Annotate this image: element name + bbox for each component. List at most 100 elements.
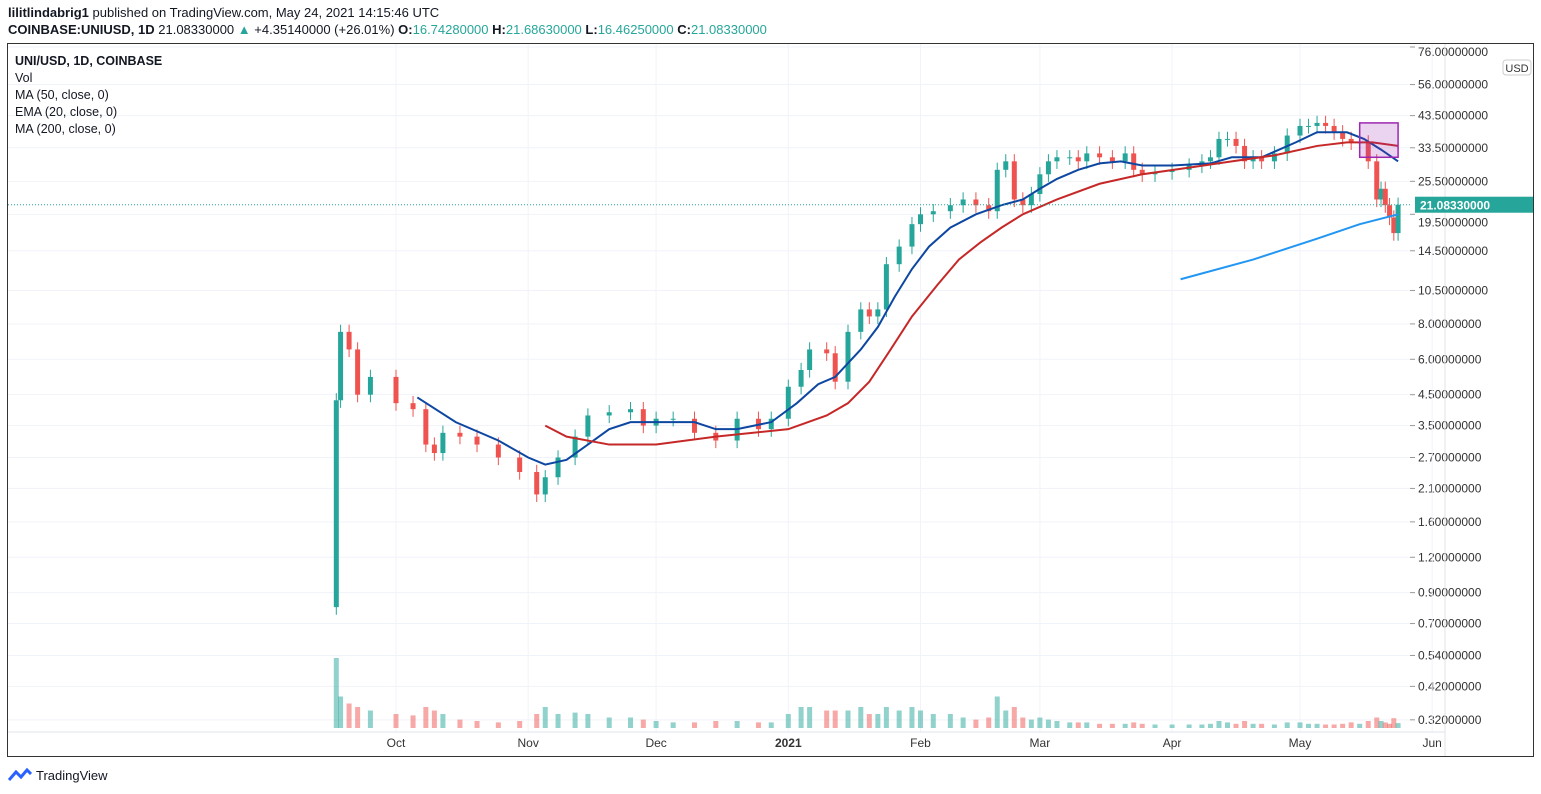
candle xyxy=(1084,153,1090,162)
volume-bar xyxy=(1139,723,1145,728)
candle xyxy=(1045,161,1051,175)
candle xyxy=(393,376,399,404)
x-tick-label: Mar xyxy=(1030,736,1051,750)
candle xyxy=(1365,142,1371,162)
tradingview-brand: TradingView xyxy=(36,767,108,783)
candle xyxy=(1075,157,1081,162)
volume-bar xyxy=(1003,710,1009,728)
volume-bar xyxy=(572,712,578,728)
volume-bar xyxy=(883,707,889,728)
line-ma-50-close-0- xyxy=(544,141,1399,446)
legend-title: UNI/USD, 1D, COINBASE xyxy=(15,54,163,68)
candle xyxy=(333,400,339,608)
volume-bar xyxy=(1067,722,1073,728)
y-tick-label: 4.50000000 xyxy=(1418,388,1482,402)
volume-bar xyxy=(798,707,804,728)
candle xyxy=(994,169,1000,212)
candle xyxy=(858,309,864,332)
last-price-badge xyxy=(1415,196,1533,213)
y-tick-label: 76.00000000 xyxy=(1418,45,1488,59)
candle xyxy=(1348,138,1354,143)
volume-bar xyxy=(555,714,561,728)
volume-bar xyxy=(1169,724,1175,728)
candle xyxy=(1028,194,1034,206)
publish-info: lilitlindabrig1 published on TradingView… xyxy=(8,5,439,20)
line-ma-200-close-0- xyxy=(1180,213,1399,281)
volume-bar xyxy=(960,717,966,728)
y-tick-label: 43.50000000 xyxy=(1418,109,1488,123)
published-text: published on TradingView.com, May 24, 20… xyxy=(92,5,440,20)
candle xyxy=(866,309,872,317)
volume-bar xyxy=(1271,724,1277,728)
footer: TradingView xyxy=(8,767,108,783)
low-label: L: xyxy=(585,22,598,37)
close-label: C: xyxy=(677,22,691,37)
legend: UNI/USD, 1D, COINBASE Vol MA (50, close,… xyxy=(15,53,162,138)
candle xyxy=(1391,217,1397,234)
candle xyxy=(986,205,992,212)
volume-bar xyxy=(1306,723,1312,728)
candle xyxy=(628,409,634,413)
candle xyxy=(1323,122,1329,126)
volume-bar xyxy=(1331,724,1337,728)
volume-bar xyxy=(917,710,923,728)
y-tick-label: 0.42000000 xyxy=(1418,679,1482,693)
candle xyxy=(1109,157,1115,162)
volume-bar xyxy=(440,714,446,728)
candle xyxy=(1242,145,1248,162)
y-tick-label: 56.00000000 xyxy=(1418,78,1488,92)
volume-bar xyxy=(755,722,761,728)
candle xyxy=(1297,125,1303,136)
volume-bar xyxy=(896,710,902,728)
volume-bar xyxy=(1028,719,1034,728)
volume-bar xyxy=(1374,717,1380,728)
candle xyxy=(1122,153,1128,162)
volume-bar xyxy=(517,721,523,728)
candle xyxy=(845,331,851,382)
candle xyxy=(807,349,813,370)
volume-bar xyxy=(1391,718,1397,728)
volume-bar xyxy=(653,721,659,728)
volume-bar xyxy=(457,719,463,728)
candle xyxy=(517,457,523,472)
high-value: 21.68630000 xyxy=(505,22,582,37)
volume-bar xyxy=(866,714,872,728)
x-tick-label: Nov xyxy=(518,736,539,750)
candle xyxy=(1139,169,1145,175)
candle xyxy=(1284,135,1290,154)
volume-bar xyxy=(431,710,437,728)
x-tick-label: Feb xyxy=(910,736,931,750)
symbol: COINBASE:UNIUSD, 1D xyxy=(8,22,155,37)
volume-bar xyxy=(534,714,540,728)
candle xyxy=(1207,157,1213,162)
candle xyxy=(785,386,791,419)
candle xyxy=(457,432,463,437)
volume-bar xyxy=(1297,722,1303,728)
candle xyxy=(832,353,838,382)
volume-bar xyxy=(1199,724,1205,728)
candle xyxy=(355,349,361,395)
candle xyxy=(1314,122,1320,126)
volume-bar xyxy=(1340,723,1346,728)
candle xyxy=(1037,174,1043,195)
volume-bar xyxy=(585,714,591,728)
volume-bar xyxy=(542,707,548,728)
candle xyxy=(670,418,676,420)
volume-bar xyxy=(355,707,361,728)
volume-bar xyxy=(824,710,830,728)
candle xyxy=(1331,125,1337,133)
x-tick-label: Dec xyxy=(645,736,666,750)
x-tick-label: May xyxy=(1289,736,1312,750)
volume-bar xyxy=(1109,723,1115,728)
volume-bar xyxy=(994,696,1000,728)
candle xyxy=(555,457,561,478)
legend-ema20: EMA (20, close, 0) xyxy=(15,105,118,119)
volume-bar xyxy=(691,722,697,728)
volume-bar xyxy=(845,710,851,728)
y-tick-label: 25.50000000 xyxy=(1418,174,1488,188)
volume-bar xyxy=(832,710,838,728)
candle xyxy=(1020,199,1026,206)
volume-bar xyxy=(423,707,429,728)
volume-bar xyxy=(1075,722,1081,728)
